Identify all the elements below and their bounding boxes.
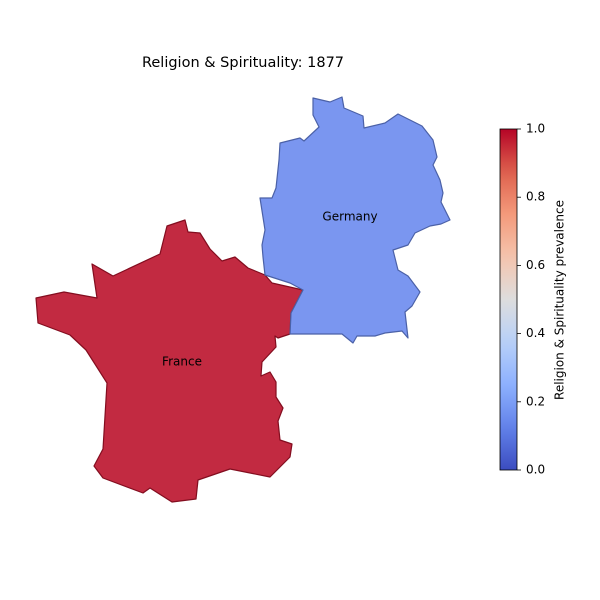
colorbar-tick-label: 0.8 xyxy=(526,190,545,204)
region-label: Germany xyxy=(322,210,377,224)
colorbar-tick-label: 0.6 xyxy=(526,258,545,272)
colorbar-tick-label: 0.0 xyxy=(526,463,545,477)
region xyxy=(35,219,304,503)
region-label: France xyxy=(162,355,202,369)
map-title: Religion & Spirituality: 1877 xyxy=(142,55,344,71)
colorbar-label: Religion & Spirituality prevalence xyxy=(553,200,567,400)
colorbar-tick-label: 0.2 xyxy=(526,394,545,408)
colorbar xyxy=(499,128,518,471)
region xyxy=(259,96,451,344)
colorbar-tick-label: 1.0 xyxy=(526,122,545,136)
colorbar-tick-label: 0.4 xyxy=(526,326,545,340)
